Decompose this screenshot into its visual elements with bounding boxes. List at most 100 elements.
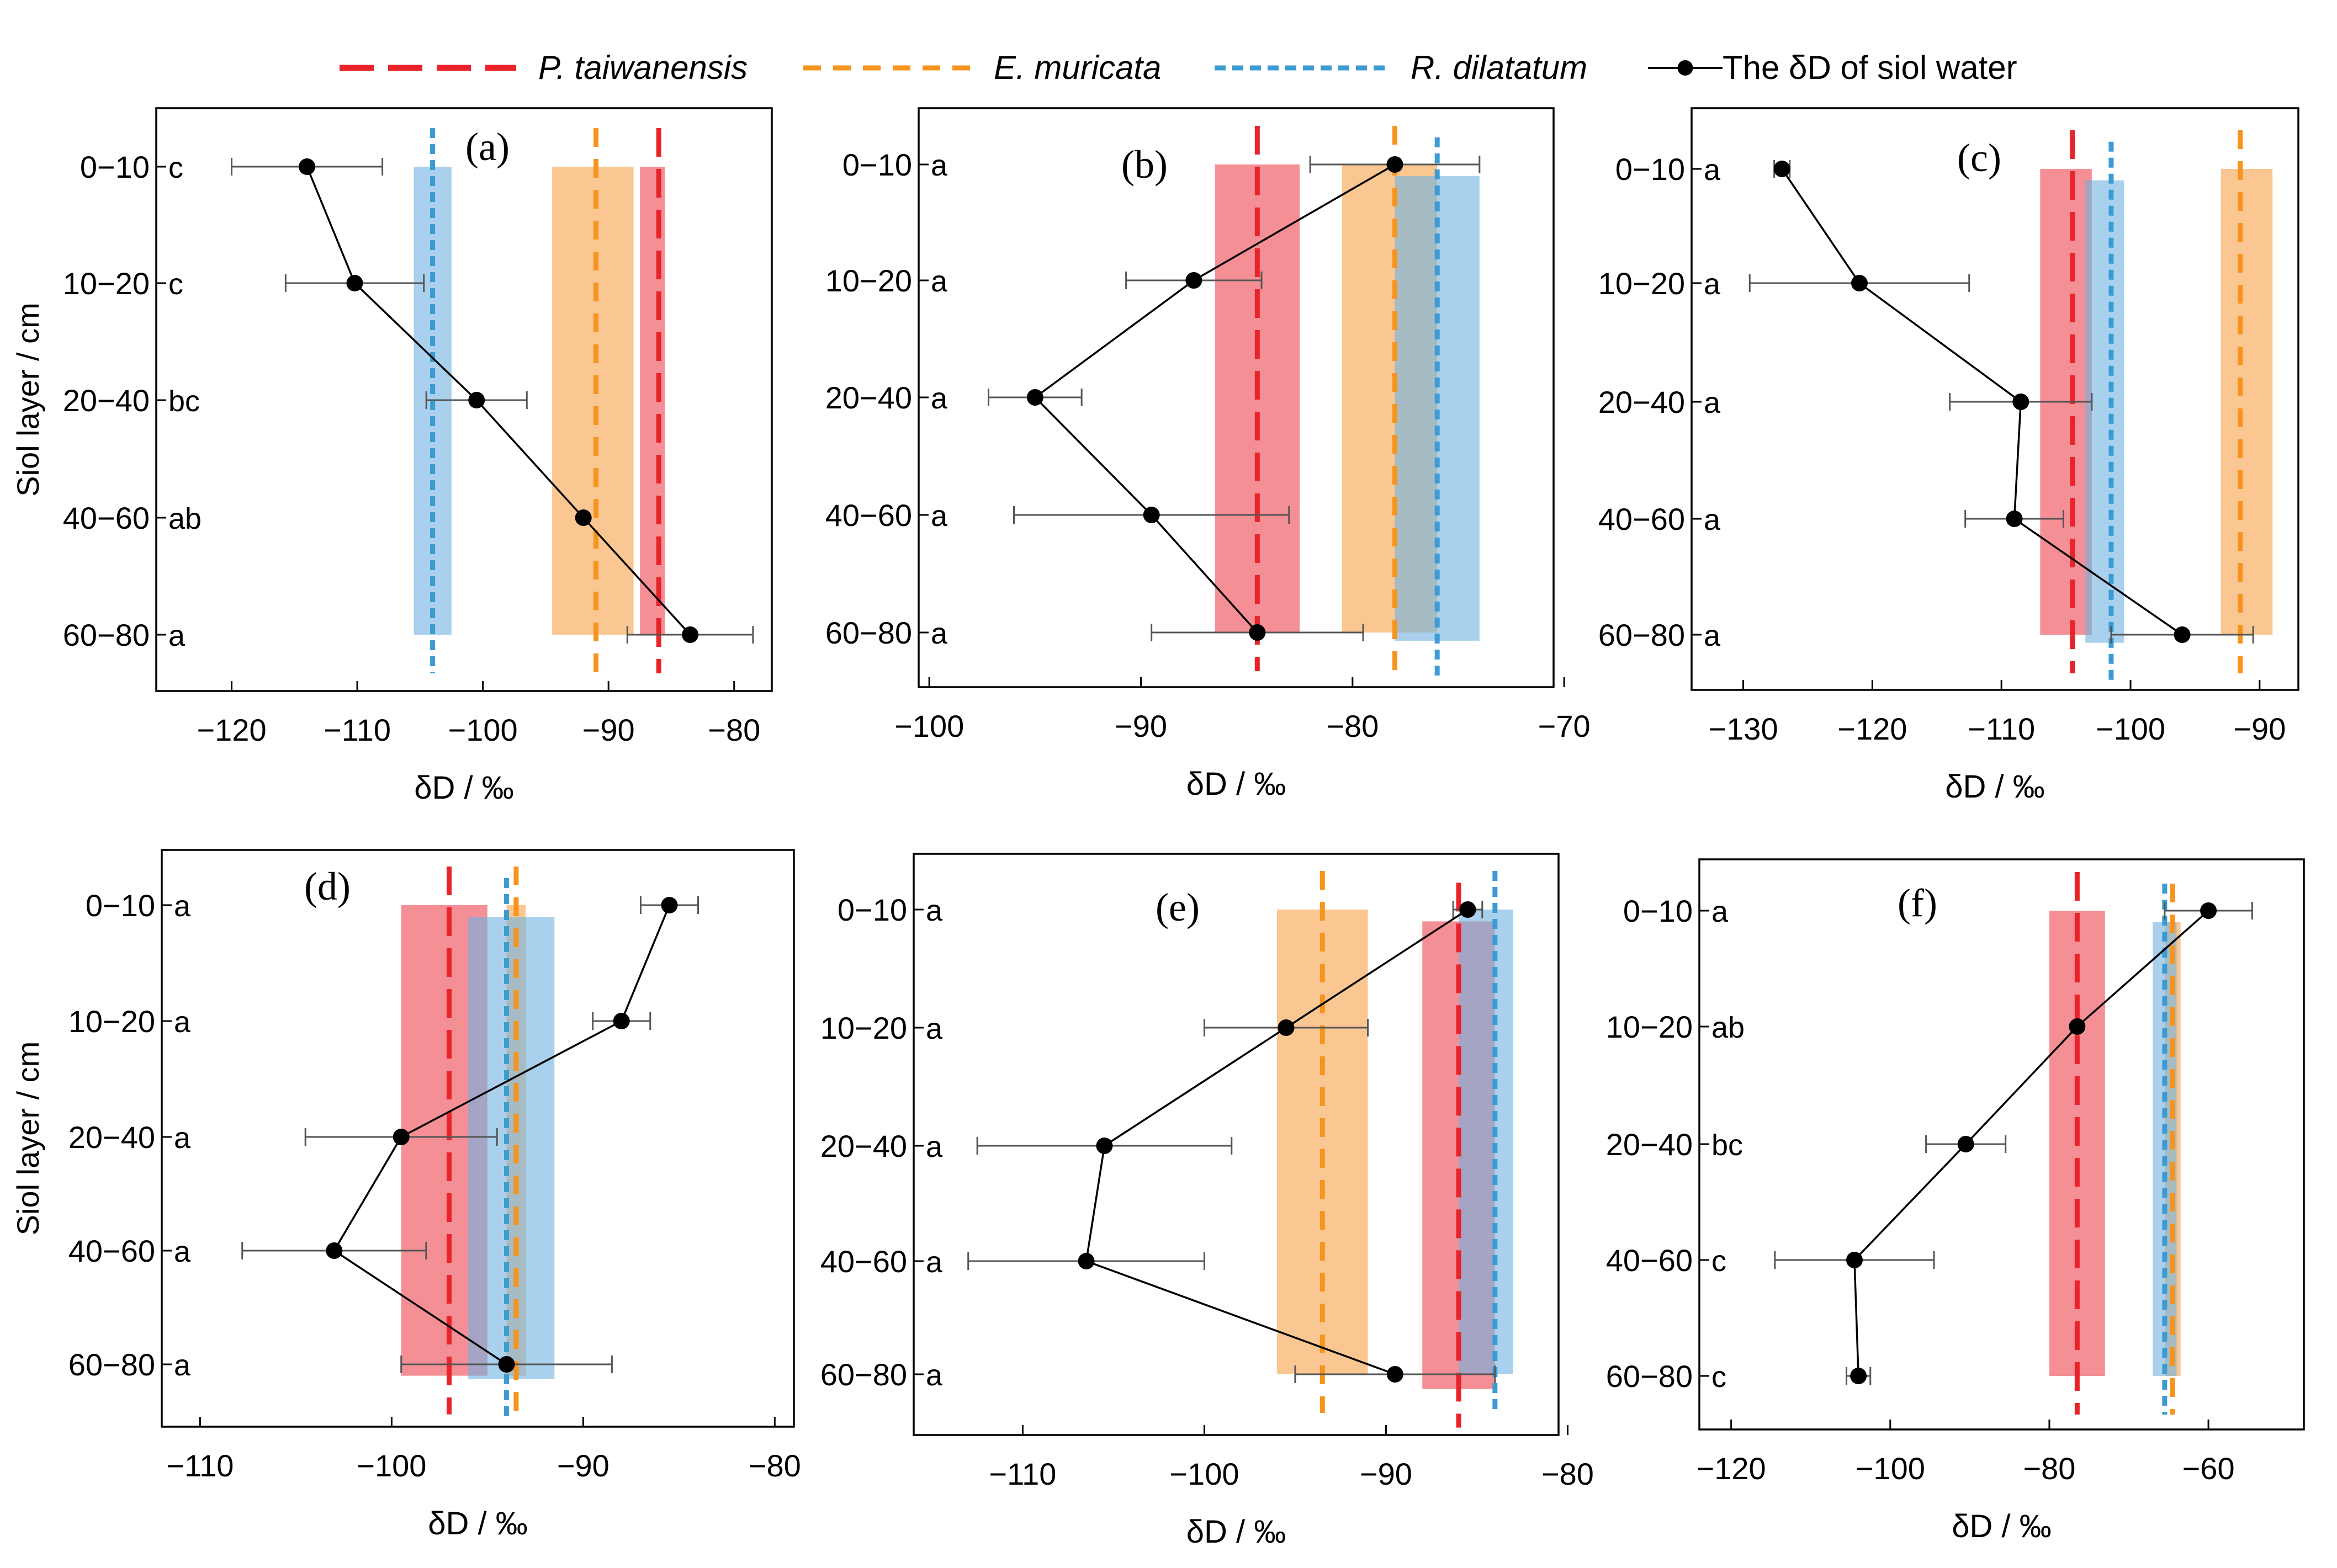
plot-frame bbox=[913, 853, 1560, 1436]
significance-letter: a bbox=[931, 149, 948, 182]
soil-water-point bbox=[613, 1013, 630, 1029]
band-r_dilatatum bbox=[2085, 180, 2124, 643]
x-tick-label: −100 bbox=[2096, 711, 2165, 746]
x-tick-label: −90 bbox=[582, 713, 635, 747]
x-tick-label: −80 bbox=[1541, 1457, 1594, 1491]
x-tick-label: −90 bbox=[1360, 1457, 1412, 1491]
significance-letter: a bbox=[926, 894, 943, 927]
significance-letter: a bbox=[1704, 619, 1721, 652]
significance-letter: a bbox=[174, 1006, 191, 1039]
significance-letter: a bbox=[1711, 895, 1729, 928]
y-tick-label: 40−60 bbox=[1606, 1243, 1693, 1278]
y-tick-label: 20−40 bbox=[820, 1129, 907, 1163]
x-axis-label: δD / ‰ bbox=[1186, 766, 1286, 802]
y-tick-label: 60−80 bbox=[1598, 618, 1685, 652]
panel-label: (e) bbox=[1156, 885, 1200, 929]
significance-letter: a bbox=[1704, 386, 1721, 419]
y-tick-label: 10−20 bbox=[63, 266, 150, 301]
soil-water-point bbox=[2200, 902, 2217, 919]
legend-item-soil_water: The δD of siol water bbox=[1648, 49, 2017, 86]
y-tick-label: 10−20 bbox=[1598, 266, 1685, 301]
legend-label: R. dilatatum bbox=[1411, 49, 1587, 86]
panels: −120 −110 −100 −90 −80 0−10 c 10−20 c 20−40 bc 40−6… bbox=[10, 107, 2305, 1550]
x-tick-label: −90 bbox=[1115, 709, 1167, 743]
soil-water-point bbox=[1096, 1138, 1113, 1154]
y-tick-label: 20−40 bbox=[63, 383, 150, 418]
significance-letter: a bbox=[926, 1130, 943, 1163]
soil-water-point bbox=[1386, 156, 1403, 173]
y-axis-label: Siol layer / cm bbox=[10, 1041, 45, 1236]
significance-letter: c bbox=[1711, 1360, 1726, 1394]
x-axis-label: δD / ‰ bbox=[428, 1506, 528, 1542]
significance-letter: a bbox=[174, 1235, 191, 1268]
x-axis-label: δD / ‰ bbox=[414, 770, 514, 806]
significance-letter: a bbox=[174, 1349, 191, 1382]
significance-letter: c bbox=[1711, 1245, 1726, 1278]
band-e_muricata bbox=[1277, 910, 1368, 1374]
soil-water-point bbox=[1850, 1368, 1867, 1384]
significance-letter: a bbox=[168, 619, 186, 652]
y-tick-label: 60−80 bbox=[820, 1357, 907, 1392]
soil-water-point bbox=[1278, 1019, 1295, 1036]
band-r_dilatatum bbox=[468, 917, 555, 1379]
panel-a: −120 −110 −100 −90 −80 0−10 c 10−20 c 20−40 bc 40−6… bbox=[10, 107, 773, 806]
y-tick-label: 0−10 bbox=[80, 150, 150, 184]
plot-frame bbox=[1691, 107, 2299, 691]
soil-water-point bbox=[1459, 901, 1476, 918]
y-tick-label: 40−60 bbox=[63, 501, 150, 535]
x-tick-label: −70 bbox=[1538, 709, 1591, 743]
soil-water-point bbox=[1078, 1253, 1095, 1269]
significance-letter: ab bbox=[168, 502, 202, 535]
significance-letter: a bbox=[1704, 153, 1721, 187]
significance-letter: c bbox=[168, 151, 183, 184]
panel-label: (c) bbox=[1957, 136, 2001, 180]
y-tick-label: 0−10 bbox=[86, 888, 155, 923]
significance-letter: bc bbox=[1711, 1129, 1743, 1162]
legend-item-p_taiwanensis: P. taiwanensis bbox=[340, 49, 748, 86]
panel-c: −130 −120 −110 −100 −90 0−10 a 10−20 a 20−40 a 40−6… bbox=[1598, 107, 2299, 805]
y-tick-label: 60−80 bbox=[1606, 1359, 1693, 1394]
y-tick-label: 10−20 bbox=[820, 1011, 907, 1045]
band-e_muricata bbox=[2221, 169, 2273, 635]
legend-label: E. muricata bbox=[994, 49, 1161, 86]
x-tick-label: −100 bbox=[1856, 1451, 1925, 1486]
y-tick-label: 20−40 bbox=[68, 1120, 155, 1155]
y-tick-label: 60−80 bbox=[63, 618, 150, 652]
x-tick-label: −100 bbox=[1169, 1457, 1239, 1491]
x-tick-label: −90 bbox=[2233, 711, 2286, 746]
band-p_taiwanensis bbox=[640, 167, 665, 635]
y-tick-label: 10−20 bbox=[68, 1004, 155, 1039]
legend-label: The δD of siol water bbox=[1723, 49, 2017, 86]
panel-label: (d) bbox=[304, 864, 351, 908]
x-tick-label: −120 bbox=[197, 713, 266, 747]
soil-water-point bbox=[1249, 624, 1266, 641]
y-tick-label: 20−40 bbox=[825, 380, 912, 415]
significance-letter: a bbox=[931, 617, 948, 650]
x-tick-label: −130 bbox=[1708, 711, 1778, 746]
soil-water-point bbox=[1846, 1252, 1863, 1268]
x-tick-label: −110 bbox=[324, 713, 391, 747]
y-tick-label: 60−80 bbox=[68, 1347, 155, 1382]
y-tick-label: 0−10 bbox=[842, 147, 912, 182]
x-tick-label: −80 bbox=[2023, 1451, 2075, 1486]
x-tick-label: −80 bbox=[1326, 709, 1379, 743]
significance-letter: c bbox=[168, 268, 183, 301]
significance-letter: a bbox=[926, 1359, 943, 1392]
soil-water-point bbox=[1773, 161, 1790, 177]
band-e_muricata bbox=[552, 167, 634, 635]
y-tick-label: 20−40 bbox=[1606, 1127, 1693, 1162]
y-tick-label: 10−20 bbox=[825, 263, 912, 298]
y-tick-label: 60−80 bbox=[825, 615, 912, 650]
soil-water-point bbox=[1386, 1366, 1403, 1383]
y-axis-label: Siol layer / cm bbox=[10, 302, 45, 497]
y-tick-label: 0−10 bbox=[1615, 152, 1685, 187]
panel-b: −100 −90 −80 −70 0−10 a 10−20 a 20−40 a 40−60 a 60−8… bbox=[825, 107, 1591, 802]
soil-water-point bbox=[326, 1242, 343, 1259]
soil-water-point bbox=[2006, 511, 2023, 527]
y-tick-label: 0−10 bbox=[1623, 894, 1693, 928]
x-tick-label: −90 bbox=[557, 1448, 610, 1483]
x-tick-label: −110 bbox=[166, 1448, 234, 1483]
x-tick-label: −120 bbox=[1697, 1451, 1766, 1486]
legend-swatch-marker bbox=[1677, 60, 1693, 76]
